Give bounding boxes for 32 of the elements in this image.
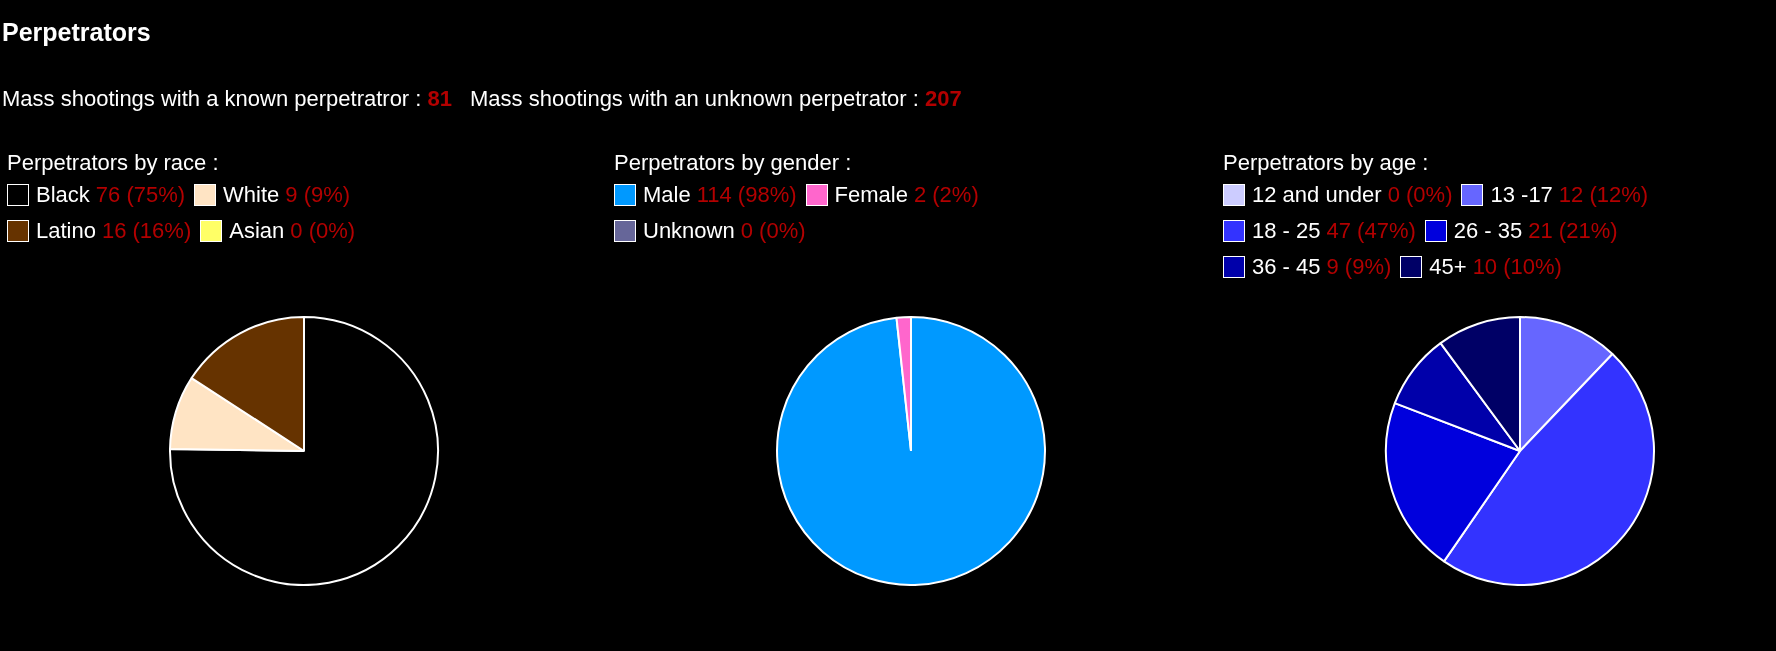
legend-label: White [223, 182, 280, 208]
text: 0 (0%) [290, 218, 356, 243]
chart-title: Perpetrators by race : [7, 150, 220, 176]
text: Mass shootings with a known perpetratror : 81 [2, 86, 453, 111]
legend-label: Latino [36, 218, 96, 244]
legend-label: 12 and under [1252, 182, 1382, 208]
legend-label: Black [36, 182, 90, 208]
data-label: 2 (2%) [913, 182, 979, 208]
legend-label: Unknown [643, 218, 735, 244]
text: Perpetrators [2, 18, 151, 47]
data-label: 47 (47%) [1326, 218, 1416, 244]
data-label: 12 (12%) [1558, 182, 1649, 208]
legend-label: 13 -17 [1490, 182, 1553, 208]
text: 0 (0%) [1387, 182, 1453, 207]
data-label: 76 (75%) [95, 182, 186, 208]
chart-title: Perpetrators by gender : [614, 150, 853, 176]
data-label: 21 (21%) [1528, 218, 1618, 244]
text: 0 (0%) [740, 218, 806, 243]
legend-label: 45+ [1429, 254, 1467, 280]
legend-label: 36 - 45 [1252, 254, 1321, 280]
chart-title: Perpetrators by age : [1223, 150, 1430, 176]
legend-label: Male [643, 182, 691, 208]
legend-label: Female [834, 182, 908, 208]
data-label: 16 (16%) [101, 218, 192, 244]
data-label: 114 (98%) [696, 182, 797, 208]
text: Mass shootings with an unknown perpetrator : 207 [470, 86, 962, 111]
legend-label: 18 - 25 [1252, 218, 1321, 244]
data-label: 9 (9%) [285, 182, 351, 208]
legend-label: Asian [229, 218, 285, 244]
legend-label: 26 - 35 [1453, 218, 1523, 244]
data-label: 10 (10%) [1472, 254, 1562, 280]
data-label: 9 (9%) [1326, 254, 1392, 280]
